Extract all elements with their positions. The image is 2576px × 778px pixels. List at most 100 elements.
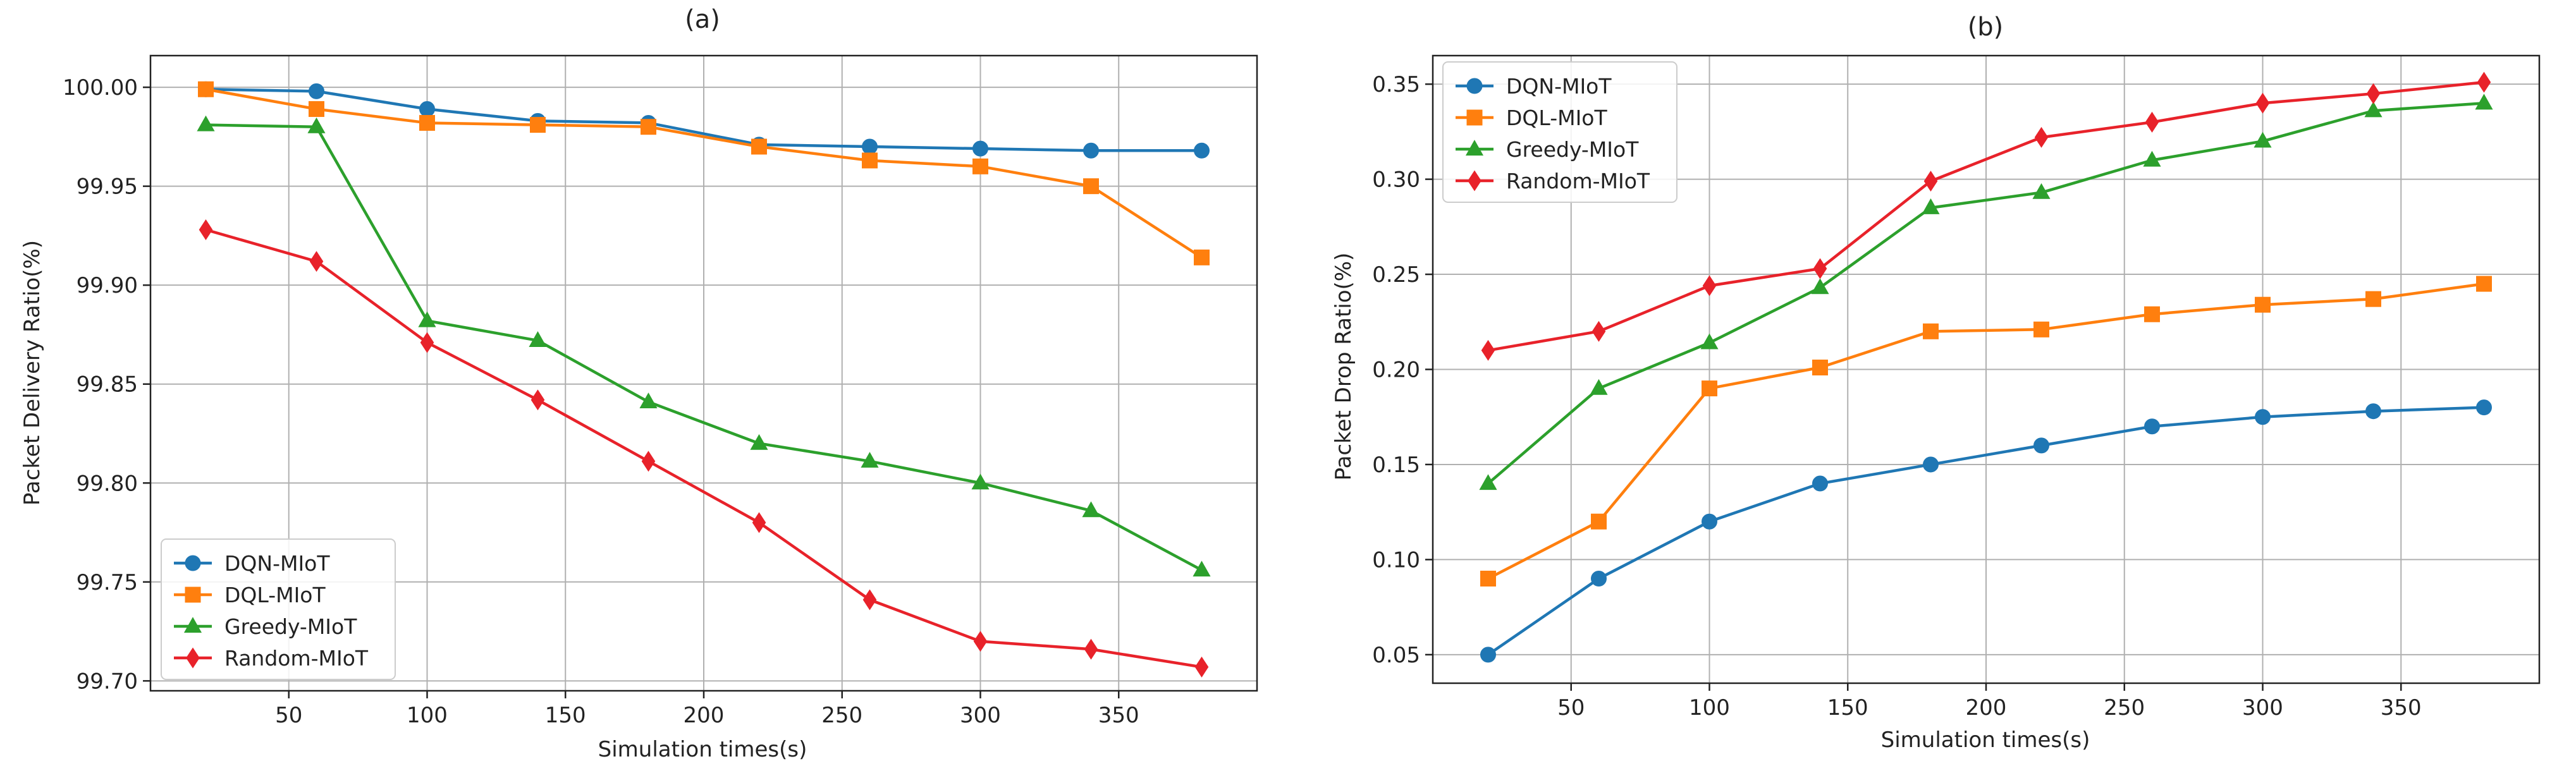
data-point [2254, 131, 2272, 148]
y-axis-label: Packet Drop Ratio(%) [1331, 253, 1356, 481]
x-tick-label: 50 [1557, 695, 1585, 720]
data-point [2034, 126, 2049, 148]
x-tick-label: 100 [1689, 695, 1730, 720]
data-point [862, 138, 878, 155]
series-dql-miot [198, 81, 1210, 265]
y-tick-label: 99.85 [77, 372, 138, 398]
data-point [1480, 571, 1496, 587]
legend-marker [185, 555, 201, 571]
legend-label: Random-MIoT [224, 646, 369, 671]
legend-item: Random-MIoT [1456, 169, 1650, 193]
series-random-miot [199, 219, 1209, 678]
data-point [1591, 571, 1607, 587]
data-point [2366, 83, 2381, 104]
y-axis-label: Packet Delivery Ratio(%) [20, 240, 45, 506]
data-point [861, 452, 879, 468]
series-line [205, 123, 1203, 572]
x-tick-label: 200 [1966, 695, 2007, 720]
x-tick-label: 100 [407, 703, 448, 728]
data-point [1813, 258, 1827, 279]
y-tick-label: 99.90 [77, 273, 138, 298]
panel-b: (b) 50 100 150 200 250 300 350 0.05 0.10 0.15 0.20… [1331, 13, 2541, 753]
data-point [1922, 198, 1940, 214]
legend-item: Greedy-MIoT [174, 614, 357, 639]
data-point [1481, 339, 1495, 361]
x-axis-label: Simulation times(s) [1881, 727, 2090, 753]
panel-a: (a) 50 100 150 200 250 300 350 99.70 99.75 99.80 9… [20, 5, 1258, 762]
data-point [1812, 475, 1828, 492]
data-point [2033, 437, 2049, 454]
data-point [2477, 71, 2491, 93]
data-point [972, 140, 988, 157]
legend-item: DQN-MIoT [1456, 74, 1612, 99]
x-tick-label: 200 [684, 703, 725, 728]
legend-item: Random-MIoT [174, 646, 369, 671]
data-point [419, 101, 435, 118]
y-tick-label: 99.95 [77, 174, 138, 200]
x-tick-label: 50 [275, 703, 302, 728]
x-tick-label: 150 [545, 703, 586, 728]
data-point [639, 392, 658, 408]
legend-box [161, 538, 396, 680]
data-point [2033, 321, 2049, 337]
data-point [309, 83, 324, 99]
data-point [418, 311, 436, 327]
data-point [1084, 638, 1098, 660]
data-point [2032, 183, 2051, 199]
data-point [1923, 456, 1939, 473]
y-tick-label: 0.20 [1372, 358, 1420, 383]
legend-item: DQL-MIoT [174, 583, 326, 607]
y-tick-label: 99.70 [77, 669, 138, 694]
data-point [1193, 561, 1211, 577]
data-point [1700, 333, 1719, 349]
data-point [1479, 474, 1497, 490]
legend-label: Random-MIoT [1506, 169, 1650, 193]
series-dql-miot [1480, 276, 2492, 587]
y-tick-label: 0.35 [1372, 72, 1420, 97]
legend-marker [1466, 109, 1483, 126]
legend-marker [1466, 78, 1483, 94]
data-point [972, 158, 988, 174]
data-point [1812, 359, 1828, 375]
series-line [205, 228, 1202, 669]
legend-marker [183, 617, 202, 633]
legend-label: DQN-MIoT [1506, 74, 1612, 99]
legend-box [1442, 61, 1677, 203]
y-tick-label: 0.30 [1372, 167, 1420, 193]
data-point [2255, 296, 2271, 313]
y-tick-label: 99.75 [77, 570, 138, 595]
data-point [529, 331, 547, 347]
data-point [641, 451, 656, 472]
data-point [1923, 323, 1939, 339]
data-point [1590, 379, 1608, 395]
data-point [862, 589, 877, 611]
data-point [2365, 291, 2381, 307]
series-greedy-miot [1479, 94, 2493, 490]
x-axis-label: Simulation times(s) [598, 737, 807, 762]
series-layer [197, 81, 1211, 678]
legend-marker [1468, 170, 1481, 191]
legend-item: Greedy-MIoT [1456, 137, 1639, 162]
y-tick-label: 0.10 [1372, 547, 1420, 573]
legend-item: DQL-MIoT [1456, 106, 1607, 130]
x-tick-label: 350 [1098, 703, 1139, 728]
series-line [205, 88, 1203, 259]
y-tick-label: 0.25 [1372, 262, 1420, 288]
data-point [309, 251, 324, 272]
data-point [309, 101, 324, 118]
data-point [1194, 249, 1210, 265]
data-point [2255, 92, 2270, 114]
data-point [307, 117, 326, 133]
data-point [198, 81, 214, 97]
chart-title: (a) [685, 5, 720, 34]
data-point [971, 473, 990, 490]
legend: DQN-MIoT DQL-MIoT Greedy-MIoT Random-MIoT [161, 538, 396, 680]
data-point [1194, 656, 1209, 678]
legend-label: Greedy-MIoT [224, 614, 357, 639]
ticks: 50 100 150 200 250 300 350 0.05 0.10 0.15 0.20 0.25… [1372, 72, 2421, 720]
chart-title: (b) [1968, 13, 2004, 42]
data-point [530, 117, 546, 133]
data-point [2145, 111, 2159, 133]
series-layer [1479, 71, 2493, 663]
